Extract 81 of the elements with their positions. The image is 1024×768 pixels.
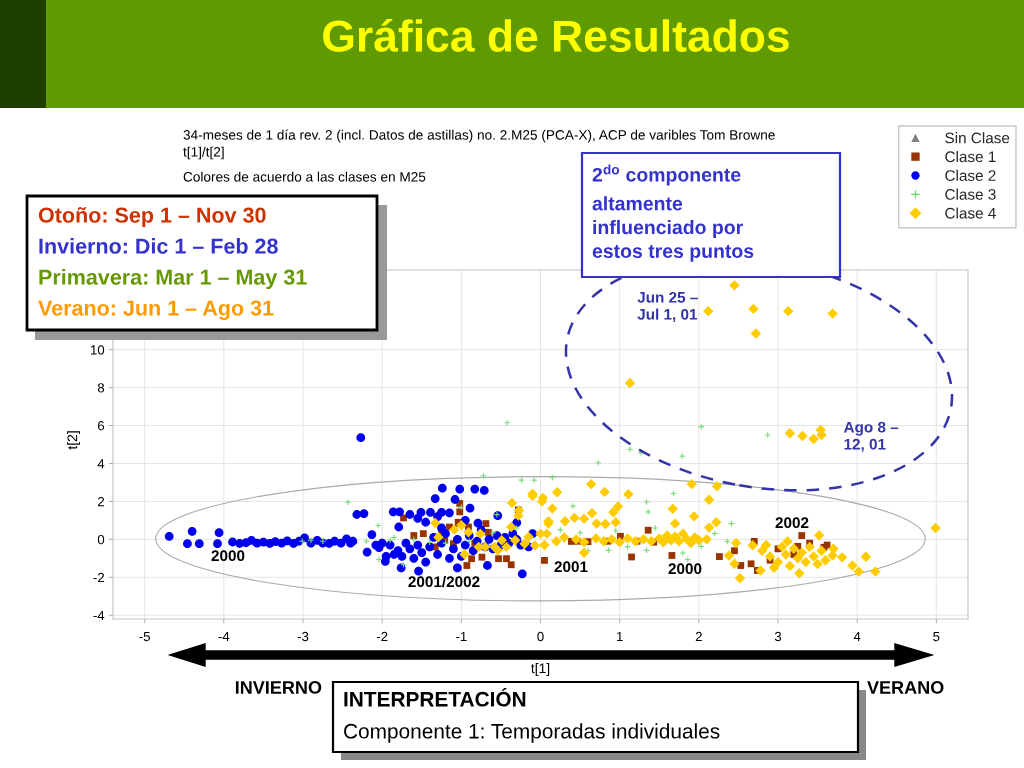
text: Componente 1: Temporadas individuales [344, 723, 720, 743]
text: 2$^{do}$ componente [592, 164, 741, 186]
legend-label: Clase 2 [945, 169, 996, 181]
point [678, 452, 686, 460]
point [344, 498, 352, 506]
point [716, 553, 723, 560]
x-tick-label: -2 [376, 631, 388, 642]
point [530, 476, 538, 484]
text: VERANO [867, 681, 944, 694]
text: altamente influenciado por estos tres puntos [592, 196, 754, 262]
point [764, 431, 772, 439]
point [468, 555, 476, 563]
annotation: 2000 [211, 550, 245, 562]
x-tick-label: 4 [853, 631, 861, 642]
y-tick-label: 10 [91, 345, 105, 355]
x-axis-title: t[1] [531, 663, 550, 676]
x-tick-label: -1 [456, 631, 467, 642]
x-tick-label: -4 [218, 631, 230, 642]
y-tick-label: 0 [97, 534, 105, 545]
text: Colores de acuerdo a las clases en M25 [183, 171, 426, 182]
text: t[1]/t[2] [183, 146, 224, 160]
point [798, 532, 806, 539]
x-tick-label: 0 [537, 631, 544, 642]
annotation: Primavera: Mar 1 – May 31 [39, 268, 307, 290]
legend-label: Sin Clase [945, 132, 1010, 144]
chart-subtitle: 34-meses de 1 día rev. 2 (incl. Datos de astillas) no. 2.M25 (PCA-X), ACP de varibles Tom Browne [183, 129, 775, 143]
point [410, 532, 418, 539]
y-tick-label: -2 [93, 572, 105, 583]
point [482, 520, 490, 527]
point [375, 556, 383, 563]
point [478, 553, 486, 561]
annotation: 2002 [775, 517, 809, 529]
text: Otoño: Sep 1 – Nov 30 [38, 207, 266, 228]
y-tick-label: 8 [97, 383, 105, 393]
y-tick-label: 2 [97, 496, 104, 507]
y-tick-label: 6 [98, 421, 105, 431]
legend-label: Clase 4 [945, 207, 996, 219]
point [419, 530, 427, 538]
text: INVIERNO [235, 681, 322, 694]
point [651, 524, 659, 532]
text: Invierno: Dic 1 – Feb 28 [39, 237, 278, 254]
x-tick-label: -5 [139, 631, 150, 642]
point [747, 560, 755, 568]
point [513, 524, 521, 532]
point [465, 537, 473, 545]
legend-label: Clase 1 [945, 150, 996, 163]
annotation: 2000 [668, 563, 702, 575]
point [668, 552, 676, 559]
point [541, 556, 548, 564]
point [503, 555, 510, 563]
point [731, 547, 738, 555]
x-tick-label: 2 [695, 631, 702, 642]
annotation: Ago 8 – 12, 01 [843, 421, 899, 452]
point [495, 555, 502, 563]
point [628, 553, 635, 561]
point [569, 502, 577, 510]
annotation: 2001 [554, 561, 588, 573]
legend-label: Clase 3 [945, 188, 996, 200]
x-tick-label: 3 [774, 631, 782, 642]
x-tick-label: -3 [297, 631, 309, 642]
point [643, 498, 650, 506]
point [489, 529, 497, 537]
point [390, 534, 398, 541]
annotation: Verano: Jun 1 – Ago 31 [38, 300, 274, 321]
point [626, 445, 634, 453]
y-axis-title: t[2] [67, 431, 80, 450]
point [298, 537, 306, 545]
point [456, 508, 464, 516]
point [644, 526, 652, 534]
annotation: Jun 25 – Jul 1, 01 [637, 291, 698, 322]
annotation: 2001/2002 [408, 575, 480, 588]
point [463, 562, 471, 569]
y-tick-label: 4 [97, 459, 105, 469]
y-tick-label: -4 [93, 610, 105, 620]
point [644, 508, 652, 516]
x-tick-label: 1 [617, 631, 623, 642]
point [507, 561, 515, 569]
chart-title: Gráfica de Resultados [323, 18, 789, 52]
text: INTERPRETACIÓN [344, 687, 526, 707]
point [679, 549, 687, 557]
x-tick-label: 5 [933, 631, 940, 642]
